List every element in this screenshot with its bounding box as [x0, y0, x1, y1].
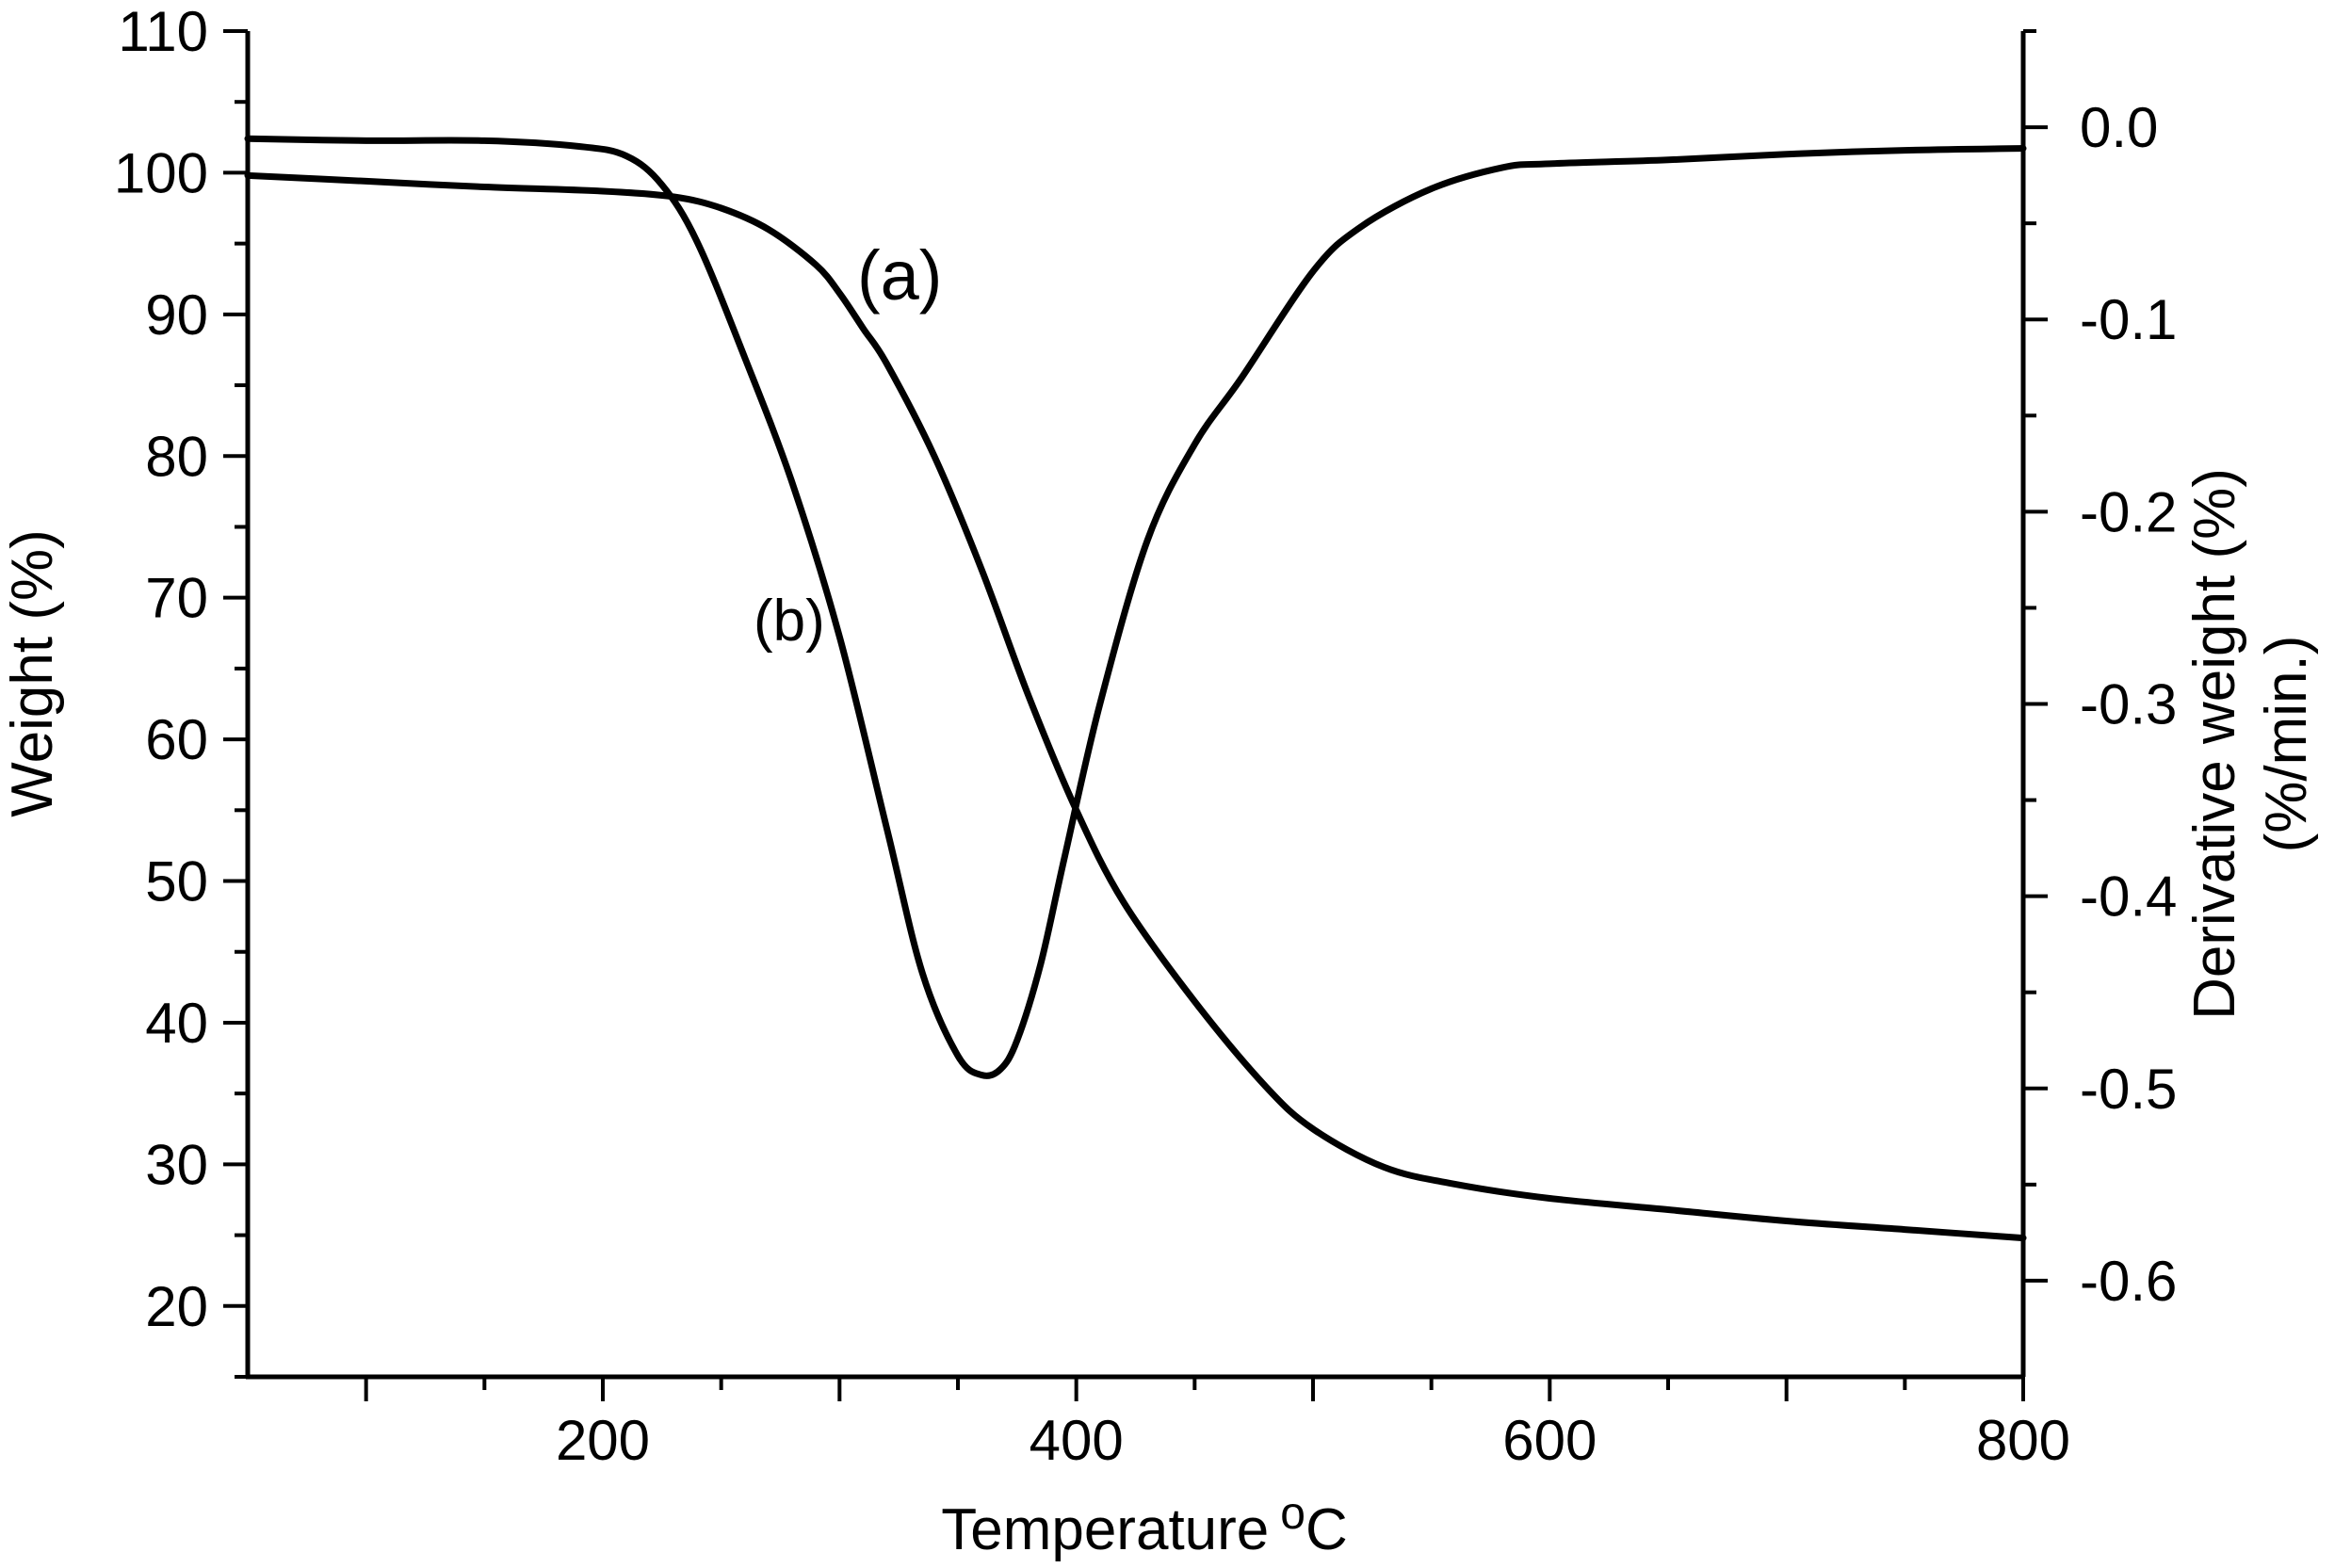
y-left-tick-label: 40: [145, 992, 208, 1055]
x-tick-label: 400: [1030, 1409, 1124, 1472]
axis-labels: Temperature oC Weight (%) Derivative weig…: [0, 468, 2319, 1562]
data-series: [244, 135, 2027, 1242]
annotation-b: (b): [754, 589, 825, 654]
y-right-tick-label: -0.4: [2080, 865, 2177, 929]
y-left-axis-title: Weight (%): [0, 529, 65, 817]
y-left-tick-label: 90: [145, 283, 208, 347]
series-line-b: [244, 135, 2027, 1079]
y-right-tick-label: -0.5: [2080, 1058, 2177, 1121]
y-right-tick-label: -0.6: [2080, 1250, 2177, 1313]
y-right-tick-label: 0.0: [2080, 96, 2158, 159]
y-right-tick-label: -0.1: [2080, 288, 2177, 351]
series-line-a: [244, 171, 2027, 1242]
curve-annotations: (a) (b): [754, 236, 942, 654]
y-left-tick-label: 50: [145, 850, 208, 913]
x-axis-title-unit: C: [1305, 1497, 1348, 1562]
plot-frame: [245, 31, 2026, 1380]
y-right-tick-label: -0.3: [2080, 673, 2177, 736]
annotation-a: (a): [857, 236, 942, 315]
y-left-tick-label: 70: [145, 567, 208, 630]
y-left-tick-label: 110: [118, 0, 208, 63]
axis-ticks: 200 400 600 800 20 30 40 50 60 70 80 90 100 110 0.0 -0.…: [114, 0, 2178, 1472]
x-axis-title: Temperature oC: [941, 1489, 1348, 1562]
y-left-tick-label: 80: [145, 425, 208, 488]
x-tick-label: 200: [556, 1409, 650, 1472]
x-tick-label: 600: [1502, 1409, 1597, 1472]
y-left-tick-label: 20: [145, 1275, 208, 1338]
y-left-tick-label: 100: [114, 141, 208, 204]
y-left-tick-label: 60: [145, 708, 208, 771]
y-right-tick-label: -0.2: [2080, 480, 2177, 543]
x-axis-title-text: Temperature: [941, 1497, 1269, 1562]
y-right-axis-title-line2: (%/min.): [2254, 636, 2319, 853]
x-tick-label: 800: [1976, 1409, 2070, 1472]
y-left-tick-label: 30: [145, 1133, 208, 1196]
x-axis-title-sup: o: [1280, 1489, 1305, 1539]
y-right-axis-title-line1: Derivative weight (%): [2182, 468, 2247, 1020]
